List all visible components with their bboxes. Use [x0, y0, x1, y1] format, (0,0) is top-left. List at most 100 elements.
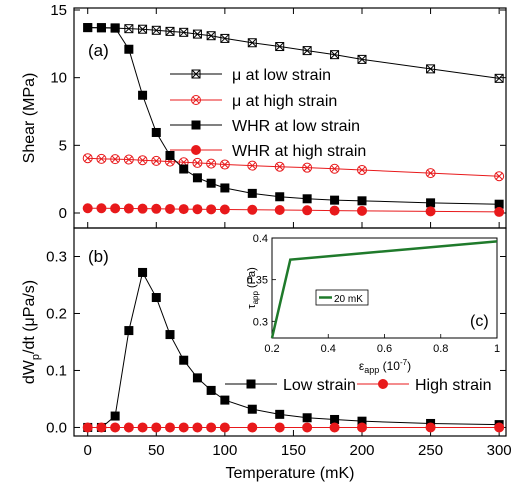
series-a-0-line: [87, 27, 500, 79]
series-a-0-point-3-cross: [124, 24, 134, 34]
series-a-2-point-5-shape: [151, 127, 161, 137]
panel-c-legend-box: [315, 289, 369, 306]
series-a-0-point-6: [165, 26, 175, 36]
panel-b-ylabel-main: dW: [21, 359, 38, 384]
c-x-tick-label-2: 0.6: [377, 343, 392, 355]
x-tick-label-5: 250: [418, 442, 443, 459]
series-b-1-point-3-shape: [123, 422, 134, 433]
series-a-1-point-0: [82, 153, 93, 164]
series-a-0-point-17-cross: [494, 73, 504, 83]
series-b-0-point-6-shape: [165, 330, 175, 340]
series-a-1-point-10-cross: [221, 160, 229, 169]
series-a-2-point-17-shape: [494, 199, 504, 209]
c-y-tick-label-2: 0.4: [253, 233, 268, 245]
series-a-2-point-11-shape: [247, 188, 257, 198]
y-tick-label-b-0: 0.0: [46, 419, 67, 436]
series-a-1-point-8: [192, 157, 203, 168]
series-b-1-point-2-shape: [110, 422, 121, 433]
series-a-1-line: [87, 157, 500, 177]
series-a-1-point-5-shape: [151, 155, 162, 166]
series-a-3-point-16-shape: [425, 206, 436, 217]
series-a-0-point-9-cross: [206, 31, 216, 41]
series-b-1-point-15: [357, 422, 367, 433]
series-a-0-point-8-cross: [193, 29, 202, 39]
x-tick-label-0: 0: [84, 442, 92, 459]
panel-b-frame: [73, 227, 507, 437]
series-a-3-point-15: [357, 205, 367, 216]
series-a-0-point-12-cross: [275, 42, 285, 51]
series-a-1-point-11-shape: [247, 160, 258, 171]
panel-c-series: [270, 240, 498, 339]
series-a-0-point-8: [192, 29, 202, 39]
legend-item-low-strain: [225, 379, 277, 389]
series-a-1-point-0-shape: [82, 153, 93, 164]
series-b-0-point-3: [124, 326, 134, 336]
series-b-0-point-9: [206, 385, 216, 395]
series-a-1-point-15-shape: [357, 164, 367, 175]
series-a-1-point-13: [302, 162, 313, 173]
series-b-1-point-10: [219, 422, 230, 433]
legend-label-high-strain: High strain: [415, 377, 491, 394]
series-b-1-point-16: [425, 422, 436, 433]
series-a-3-point-2: [110, 203, 121, 214]
panel-c-xlabel-sub: app: [364, 365, 379, 375]
series-a-3-point-1: [96, 203, 107, 214]
series-b-1-point-15-shape: [357, 422, 367, 433]
series-a-0-point-17-shape: [494, 73, 504, 83]
series-a-2-point-14: [330, 195, 340, 205]
series-a-3-point-9: [206, 204, 217, 215]
legend-a-marker-3-shape: [191, 145, 201, 155]
series-b-0-point-6: [165, 330, 175, 340]
series-a-1-point-13-cross: [303, 164, 311, 172]
series-a-0-point-11-shape: [247, 38, 257, 48]
series-a-1-point-16-shape: [425, 168, 436, 179]
series-b-1-point-8-shape: [192, 422, 203, 433]
series-b-1-point-1-shape: [96, 422, 107, 433]
series-a-3-point-5: [151, 203, 162, 214]
series-a-0-point-15-cross: [357, 55, 367, 64]
series-a-1-point-2: [110, 154, 121, 165]
series-a-1-point-3-cross: [125, 155, 133, 164]
y-tick-label-a-2: 10: [50, 70, 67, 87]
series-b-0-line: [87, 271, 500, 428]
series-b-0-point-12: [275, 409, 285, 419]
panel-b-ylabel: dWp/dt (μPa/s): [21, 280, 42, 384]
series-b-0-point-10-shape: [220, 395, 230, 405]
series-a-3-point-6: [165, 203, 175, 214]
legend-a-marker-1-cross: [192, 96, 200, 104]
series-a-1-point-11: [247, 160, 258, 171]
series-b-0-point-3-shape: [124, 326, 134, 336]
panel-c-xlabel-end: ): [407, 359, 411, 373]
panel-b-legend: Low strain High strain: [225, 377, 491, 394]
series-b-1-point-7: [178, 422, 189, 433]
series-a-1-point-4-shape: [137, 155, 148, 166]
series-a-2-point-15-shape: [357, 196, 367, 206]
series-a-3-point-3: [123, 203, 134, 214]
c-x-tick-label-3: 0.8: [433, 343, 448, 355]
series-b-1-point-17: [494, 422, 505, 433]
series-a-2-point-4: [138, 90, 148, 100]
series-a-0-point-3: [124, 24, 134, 34]
legend-b-marker-1: [378, 379, 388, 389]
series-a-2-point-13-shape: [302, 194, 312, 204]
series-a-0-point-15-shape: [357, 54, 367, 64]
series-a-0-point-14-cross: [330, 50, 339, 60]
series-c-0-line: [270, 240, 498, 339]
series-a-2-point-16-shape: [426, 198, 436, 208]
series-b-1-point-6: [165, 422, 175, 433]
series-b-0-point-2-shape: [110, 411, 120, 421]
series-a-3-line: [87, 207, 500, 213]
series-a-1-point-1: [96, 153, 107, 164]
series-a-0-point-10: [220, 33, 230, 43]
panel-b-ticks: 0.0 0.1 0.2 0.3 0 50 100 150 200 250 300: [46, 248, 512, 459]
x-tick-label-3: 150: [281, 442, 306, 459]
series-a-1-point-0-cross: [84, 154, 92, 162]
series-a-1-point-2-cross: [111, 155, 119, 163]
legend-a-marker-1: [191, 95, 201, 105]
series-a-3-point-2-shape: [110, 203, 121, 214]
legend-a-marker-3: [191, 145, 201, 155]
series-a-2-point-3: [124, 44, 134, 54]
y-tick-label-a-3: 15: [50, 2, 67, 19]
series-a-3-point-0: [82, 203, 93, 214]
series-a-3-point-8-shape: [192, 204, 203, 215]
